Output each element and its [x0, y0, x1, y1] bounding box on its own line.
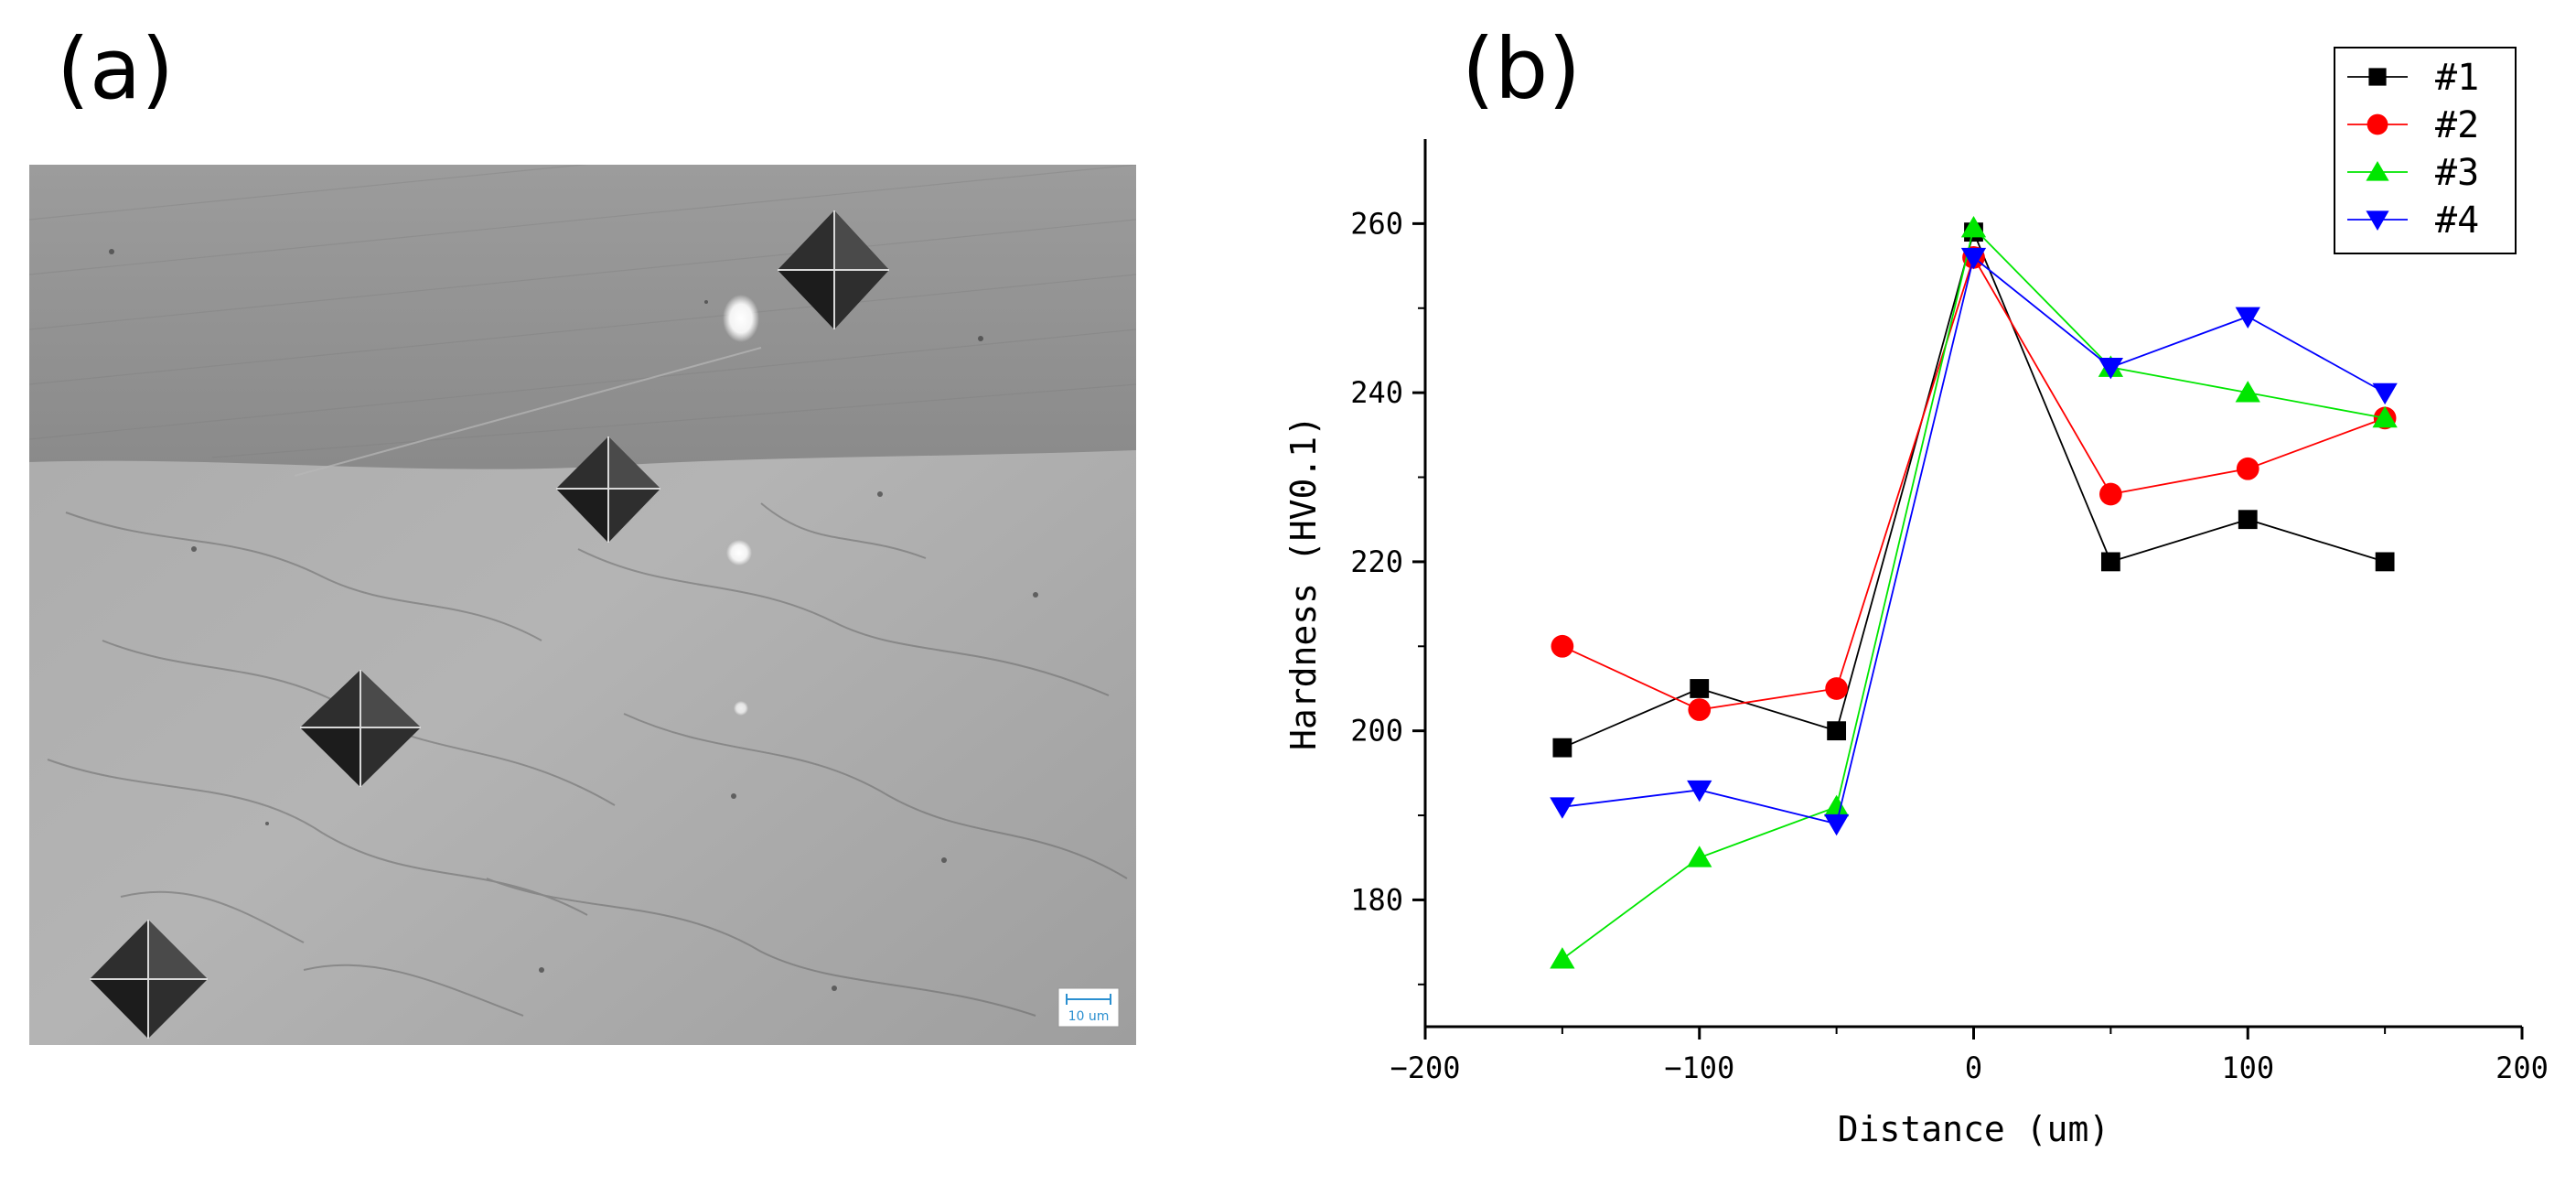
data-point — [2235, 307, 2260, 329]
series-1 — [1552, 222, 2395, 758]
x-tick-label: 200 — [2496, 1050, 2549, 1085]
legend-label: #2 — [2435, 104, 2479, 146]
data-point — [2235, 381, 2260, 403]
data-point — [1687, 846, 1712, 867]
x-tick-label: 0 — [1965, 1050, 1982, 1085]
legend-marker — [2367, 113, 2388, 135]
data-point — [1823, 794, 1850, 817]
data-point — [1550, 797, 1575, 819]
data-point — [1550, 947, 1575, 969]
series-2 — [1551, 245, 2397, 721]
data-point — [1827, 721, 1847, 741]
series-line — [1562, 229, 2386, 749]
panel-label-b: (b) — [1462, 20, 1582, 118]
x-axis-label: Distance (um) — [1838, 1109, 2109, 1149]
data-point — [1687, 780, 1712, 803]
chart-legend: #1 #2 #3 #4 — [2334, 47, 2517, 254]
legend-label: #1 — [2435, 57, 2479, 99]
scale-bar: 10 um — [1057, 987, 1120, 1028]
legend-label: #4 — [2435, 199, 2479, 242]
series-4 — [1550, 247, 2398, 836]
data-point — [2372, 405, 2398, 428]
legend-item: #2 — [2347, 104, 2479, 146]
x-tick-label: −200 — [1390, 1050, 1460, 1085]
legend-marker — [2366, 210, 2389, 231]
data-point — [2100, 552, 2120, 572]
legend-marker — [2368, 68, 2387, 86]
data-point — [1552, 738, 1572, 758]
data-point — [1823, 813, 1850, 836]
data-point — [2098, 358, 2124, 380]
data-point — [1551, 634, 1574, 658]
y-tick-label: 260 — [1350, 206, 1403, 241]
panel-label-a: (a) — [57, 20, 175, 118]
y-tick-label: 200 — [1350, 714, 1403, 749]
data-point — [1688, 698, 1712, 721]
scale-bar-label: 10 um — [1068, 1009, 1110, 1024]
data-point — [2236, 457, 2259, 480]
micrograph-image: 10 um — [29, 165, 1136, 1045]
legend-item: #4 — [2347, 199, 2479, 242]
chart-axes: −200 −100 0 100 200 180 200 220 240 260 — [1350, 139, 2549, 1085]
series-3 — [1550, 216, 2398, 969]
series-line — [1562, 255, 2386, 825]
legend-label: #3 — [2435, 152, 2479, 194]
x-tick-label: −100 — [1664, 1050, 1734, 1085]
y-tick-label: 240 — [1350, 375, 1403, 410]
series-line — [1562, 226, 2386, 960]
y-tick-label: 180 — [1350, 882, 1403, 917]
x-tick-label: 100 — [2221, 1050, 2274, 1085]
data-point — [1825, 677, 1848, 700]
data-point — [2375, 552, 2395, 572]
legend-box — [2334, 47, 2517, 254]
data-point — [2372, 382, 2398, 405]
data-point — [2099, 482, 2122, 506]
data-point — [1960, 216, 1987, 238]
y-axis-label: Hardness (HV0.1) — [1283, 415, 1324, 750]
data-point — [1960, 247, 1987, 270]
legend-item: #3 — [2347, 152, 2479, 194]
data-point — [2238, 510, 2258, 530]
y-tick-label: 220 — [1350, 544, 1403, 579]
data-point — [1690, 679, 1710, 698]
legend-item: #1 — [2347, 57, 2479, 99]
legend-marker — [2366, 161, 2389, 181]
series-line — [1562, 255, 2386, 711]
chart-series — [1550, 216, 2398, 969]
